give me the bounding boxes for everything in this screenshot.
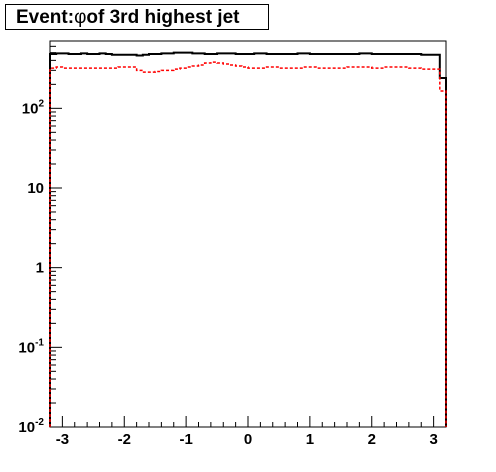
chart-title-suffix: of 3rd highest jet xyxy=(86,6,240,28)
x-tick-label: -2 xyxy=(118,431,131,448)
plot-frame xyxy=(49,40,447,428)
y-tick-label: 1 xyxy=(36,260,44,277)
histogram-series-2 xyxy=(49,61,447,427)
x-tick-label: -1 xyxy=(179,431,192,448)
y-tick-label: 10-1 xyxy=(18,337,44,356)
chart-title-symbol: φ xyxy=(74,6,87,28)
x-tick-label: 2 xyxy=(368,431,376,448)
x-tick-label: 0 xyxy=(244,431,252,448)
x-tick-label: -3 xyxy=(56,431,69,448)
y-tick-label: 10 xyxy=(27,180,44,197)
chart-title-prefix: Event: xyxy=(16,6,75,28)
chart-title: Event: φ of 3rd highest jet xyxy=(5,4,269,30)
x-tick-label: 1 xyxy=(306,431,314,448)
histogram-series-1 xyxy=(49,51,447,427)
y-tick-label: 102 xyxy=(22,98,45,117)
y-tick-label: 10-2 xyxy=(18,417,44,436)
x-tick-label: 3 xyxy=(429,431,437,448)
